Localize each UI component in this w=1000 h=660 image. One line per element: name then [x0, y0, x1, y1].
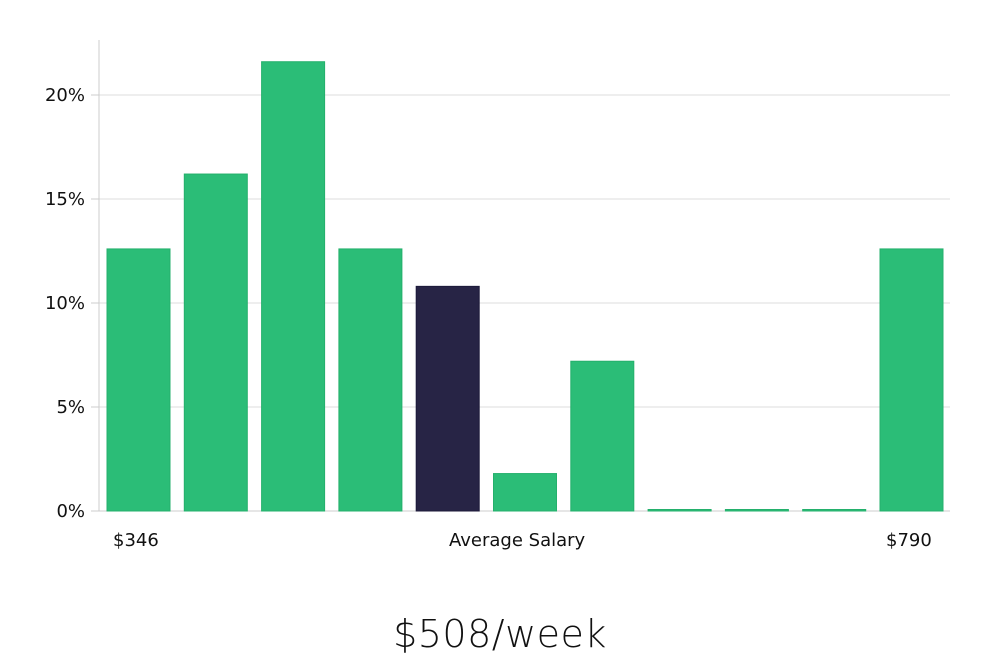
- x-max-label: $790: [886, 530, 932, 551]
- bar: [183, 173, 248, 512]
- bar: [647, 509, 712, 512]
- average-salary-summary: $508/week: [393, 612, 607, 656]
- bar: [261, 61, 326, 512]
- y-tick-20: 20%: [44, 85, 85, 106]
- y-tick-10: 10%: [44, 293, 85, 314]
- y-tick-0: 0%: [56, 501, 85, 522]
- y-tick-5: 5%: [56, 397, 85, 418]
- bar: [879, 248, 944, 512]
- x-axis-title: Average Salary: [449, 530, 586, 551]
- bar: [570, 360, 635, 512]
- bar: [493, 473, 557, 512]
- bar: [802, 509, 867, 512]
- bar: [106, 248, 171, 512]
- bar: [724, 509, 789, 512]
- x-min-label: $346: [113, 530, 159, 551]
- y-tick-15: 15%: [44, 189, 85, 210]
- bar: [338, 248, 403, 512]
- bar-highlighted-average: [415, 285, 480, 512]
